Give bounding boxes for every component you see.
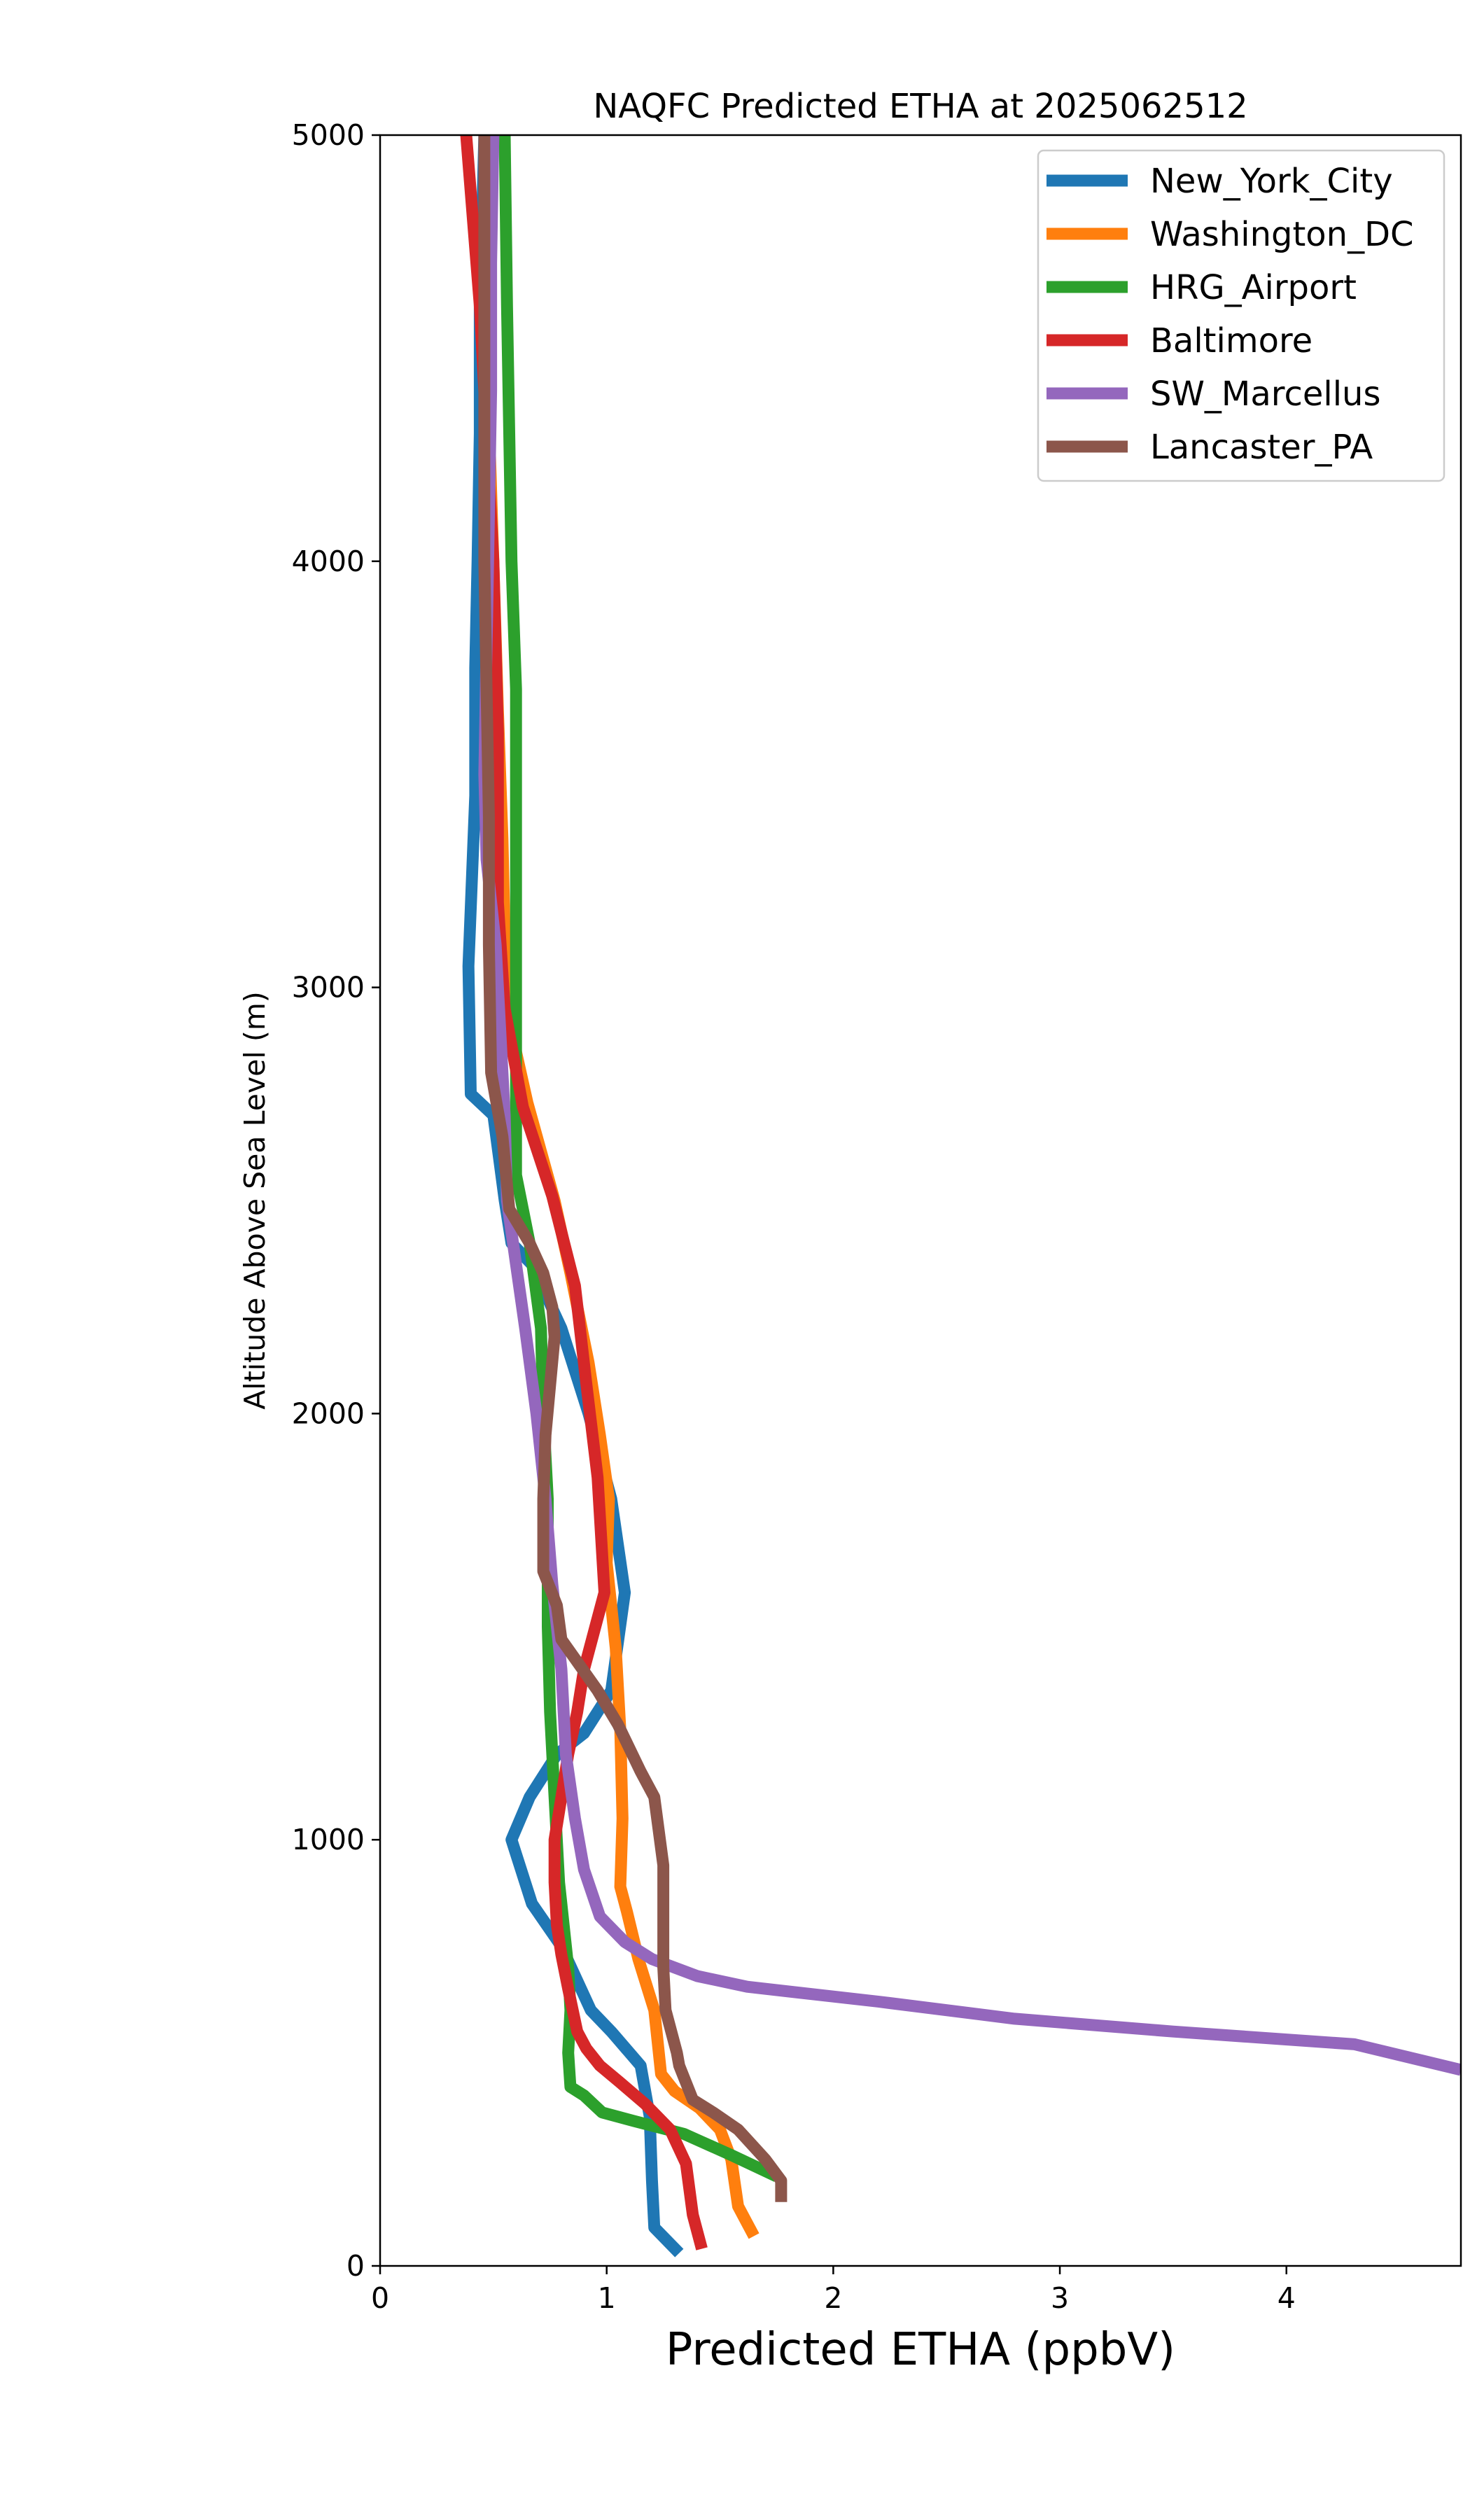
legend-label: HRG_Airport [1150,268,1357,307]
y-tick-label: 5000 [292,118,365,152]
legend-label: Lancaster_PA [1150,428,1373,467]
y-tick-label: 3000 [292,971,365,1004]
x-axis-label: Predicted ETHA (ppbV) [666,2324,1175,2376]
legend-label: New_York_City [1150,162,1393,201]
x-tick-label: 0 [371,2281,389,2315]
y-tick-label: 4000 [292,545,365,578]
y-tick-label: 2000 [292,1396,365,1430]
y-axis-label: Altitude Above Sea Level (m) [238,991,272,1410]
legend-label: Baltimore [1150,321,1312,360]
series-line-hrg-airport [498,135,780,2182]
x-tick-label: 2 [824,2281,842,2315]
series-line-baltimore [460,135,708,2250]
series-layer [460,135,1461,2258]
ticks-layer: 0 1 2 3 4 0 1000 2000 3000 4000 5000 [292,118,1296,2315]
x-tick-label: 4 [1278,2281,1296,2315]
legend-label: Washington_DC [1150,215,1414,254]
legend: New_York_City Washington_DC HRG_Airport Bal… [1037,149,1446,482]
y-tick-label: 1000 [292,1823,365,1856]
legend-label: SW_Marcellus [1150,374,1380,414]
x-tick-label: 1 [598,2281,616,2315]
series-line-lancaster-pa [478,135,788,2202]
plot-frame [379,134,1462,2267]
chart-title: NAQFC Predicted ETHA at 2025062512 [593,87,1247,126]
x-tick-label: 3 [1051,2281,1069,2315]
legend-box [1037,149,1446,482]
y-tick-label: 0 [346,2249,365,2283]
